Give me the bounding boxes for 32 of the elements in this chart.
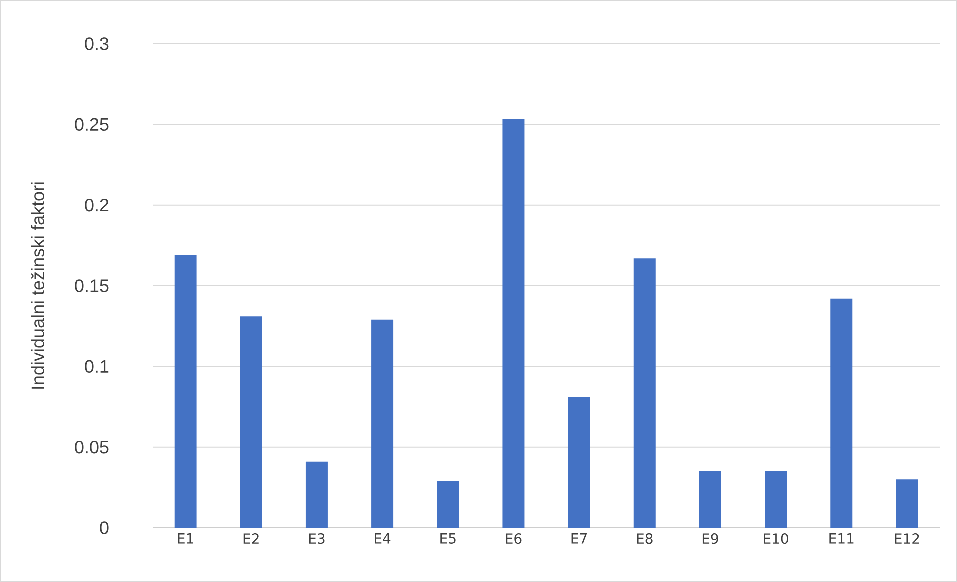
x-tick-label: E7 bbox=[572, 534, 587, 544]
x-tick-label: E5 bbox=[440, 534, 456, 544]
y-axis-title: Individualni težinski faktori bbox=[31, 182, 44, 389]
x-tick-label: E4 bbox=[375, 534, 391, 544]
bar bbox=[830, 298, 853, 528]
x-tick-label: E11 bbox=[830, 534, 854, 544]
bar bbox=[306, 462, 328, 528]
bar bbox=[634, 258, 656, 528]
x-tick-label: E3 bbox=[309, 534, 325, 544]
bar bbox=[568, 397, 590, 528]
bar bbox=[372, 320, 394, 528]
x-tick-label: E10 bbox=[764, 534, 788, 544]
bar bbox=[240, 316, 262, 528]
bar bbox=[502, 119, 525, 528]
bar bbox=[896, 480, 918, 528]
bar bbox=[174, 255, 197, 528]
x-tick-label: E1 bbox=[178, 534, 194, 544]
y-tick-label: 0.05 bbox=[75, 440, 109, 454]
y-tick-label: 0 bbox=[100, 522, 109, 534]
y-tick-label: 0.3 bbox=[85, 38, 109, 50]
y-tick-label: 0.1 bbox=[85, 360, 109, 374]
bar bbox=[437, 481, 460, 528]
x-tick-label: E2 bbox=[244, 534, 259, 544]
x-tick-label: E9 bbox=[702, 534, 718, 544]
x-tick-label: E8 bbox=[637, 534, 653, 544]
y-tick-label: 0.2 bbox=[85, 198, 109, 212]
x-tick-label: E6 bbox=[506, 534, 522, 544]
bar bbox=[765, 472, 788, 528]
bar bbox=[699, 472, 722, 528]
y-tick-label: 0.25 bbox=[75, 118, 109, 132]
y-tick-label: 0.15 bbox=[75, 280, 109, 292]
x-tick-label: E12 bbox=[895, 534, 920, 544]
